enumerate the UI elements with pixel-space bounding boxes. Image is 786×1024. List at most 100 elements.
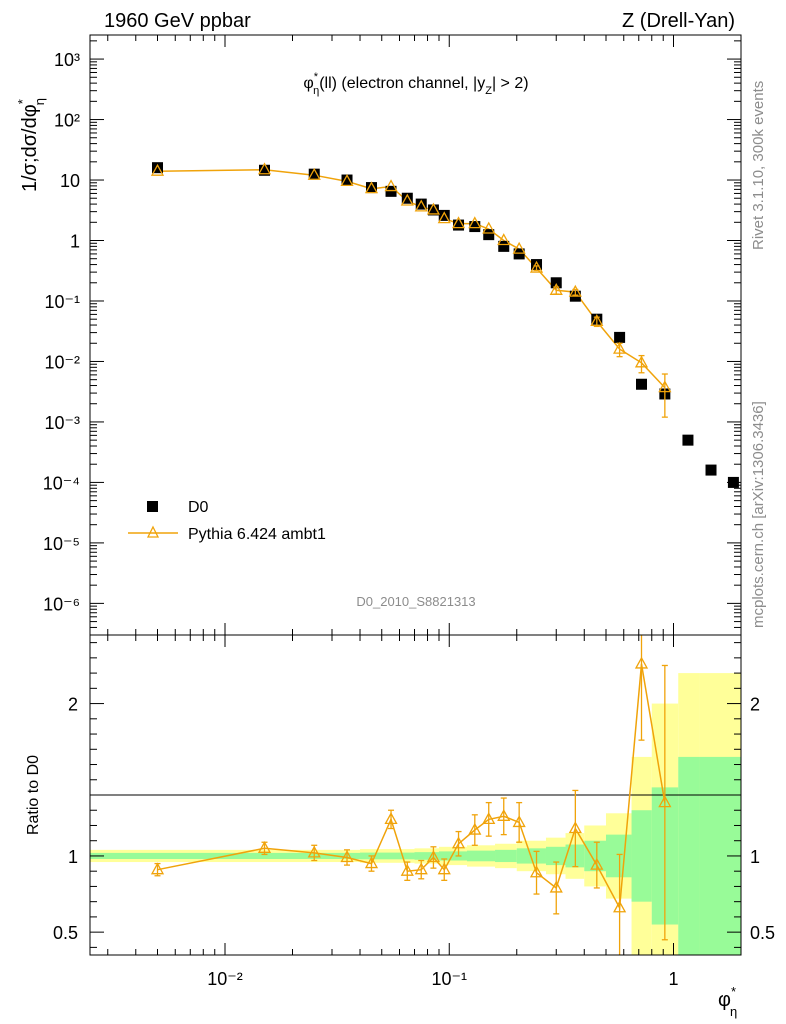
x-tick-label: 1 — [668, 969, 678, 989]
mc-point — [549, 282, 563, 295]
y-tick-label: 10² — [54, 111, 80, 131]
mc-point — [437, 211, 451, 224]
ratio-band-segment — [678, 756, 700, 955]
mcplots-label: mcplots.cern.ch [arXiv:1306.3436] — [750, 401, 767, 628]
ratio-point — [426, 850, 441, 863]
y-tick-label: 10⁻⁴ — [43, 473, 80, 493]
d0-point — [498, 240, 510, 252]
x-tick-label: 10⁻² — [207, 969, 243, 989]
ratio-point — [634, 656, 649, 669]
d0-point — [258, 164, 270, 176]
d0-point — [438, 209, 450, 221]
ratio-band-segment — [438, 851, 468, 861]
y-axis-label: 1/σ;dσ/dφ* η — [15, 98, 47, 192]
ratio-point — [414, 862, 428, 875]
analysis-id: D0_2010_S8821313 — [356, 594, 475, 609]
ratio-point — [497, 808, 511, 821]
mc-point — [150, 163, 165, 176]
ratio-band-segment — [605, 834, 632, 878]
ratio-y-tick-label-right: 2 — [750, 695, 760, 715]
mc-point — [658, 380, 672, 393]
ratio-point — [512, 815, 526, 828]
mc-point — [257, 162, 272, 175]
legend-marker-d0 — [147, 501, 158, 512]
plot-title: φ* η(ll) (electron channel, |yZ| > 2) — [303, 71, 528, 97]
ratio-point — [340, 850, 354, 863]
ratio-point — [257, 840, 272, 853]
d0-point — [483, 229, 495, 241]
ratio-y-tick-label: 0.5 — [53, 923, 78, 943]
d0-point — [341, 174, 353, 186]
x-axis-label: φ* η — [718, 984, 737, 1019]
y-tick-label: 10⁻⁵ — [43, 534, 80, 554]
ratio-point — [364, 856, 379, 869]
ratio-y-tick-label-right: 1 — [750, 847, 760, 867]
ratio-y-tick-label: 1 — [68, 847, 78, 867]
mc-point — [307, 167, 321, 180]
legend-label-mc: Pythia 6.424 ambt1 — [188, 526, 326, 543]
ratio-band-segment — [495, 849, 517, 863]
d0-point — [636, 378, 648, 390]
y-tick-label: 10⁻¹ — [44, 292, 80, 312]
ratio-point — [549, 880, 563, 893]
ratio-point — [482, 812, 496, 825]
legend-marker-mc — [146, 525, 160, 538]
ratio-point — [307, 845, 321, 858]
d0-point — [365, 182, 377, 194]
ratio-y-axis-label: Ratio to D0 — [25, 755, 42, 835]
mc-point — [482, 221, 496, 234]
ratio-point — [658, 795, 672, 808]
mc-point — [364, 181, 379, 194]
y-tick-label: 10 — [60, 171, 80, 191]
ratio-band-segment — [545, 846, 566, 866]
ratio-band-segment — [467, 850, 496, 862]
ratio-point — [568, 821, 582, 834]
ratio-band-segment — [414, 852, 439, 860]
mc-point — [512, 241, 526, 254]
y-tick-label: 1 — [70, 232, 80, 252]
ratio-point — [613, 900, 627, 913]
mc-point — [613, 341, 627, 354]
d0-point — [682, 434, 694, 446]
main-panel: 10⁻⁶ 10⁻⁵ 10⁻⁴ 10⁻³ 10⁻² 10⁻¹ 1 10 10² 10³ φ* η(ll… — [15, 34, 742, 636]
mc-point — [451, 216, 466, 229]
mc-point — [414, 199, 428, 212]
main-panel-frame — [89, 34, 742, 636]
d0-point — [550, 277, 562, 289]
d0-point — [415, 198, 427, 210]
mc-point — [634, 355, 649, 368]
ratio-panel: 10⁻² 10⁻¹ 1 0.5 0.5 1 1 2 2 Ratio to D0 — [25, 634, 775, 989]
y-tick-label: 10³ — [54, 50, 80, 70]
header-left: 1960 GeV ppbar — [104, 10, 251, 32]
legend-label-d0: D0 — [188, 499, 209, 516]
mc-point — [568, 284, 582, 297]
d0-point — [385, 185, 397, 197]
mc-point — [426, 202, 441, 215]
mc-point — [400, 193, 414, 206]
ratio-point — [400, 863, 414, 876]
ratio-point — [590, 857, 604, 870]
mc-point — [384, 179, 398, 192]
ratio-point — [384, 812, 398, 825]
d0-point — [531, 259, 543, 271]
ratio-point — [468, 822, 482, 835]
ratio-y-tick-label: 2 — [68, 695, 78, 715]
mc-point — [340, 174, 354, 187]
ratio-band-segment — [584, 840, 606, 872]
d0-point — [614, 331, 626, 343]
d0-point — [469, 221, 481, 233]
ratio-line — [157, 663, 666, 911]
d0-point — [401, 192, 413, 204]
mc-point — [529, 260, 544, 273]
legend: D0 Pythia 6.424 ambt1 — [128, 499, 326, 543]
y-tick-label: 10⁻² — [44, 352, 80, 372]
d0-point — [308, 168, 320, 180]
ratio-point — [529, 865, 544, 878]
ratio-band-segment — [360, 852, 415, 860]
mc-line — [157, 168, 666, 389]
d0-point — [427, 204, 439, 216]
ratio-point — [150, 862, 165, 875]
ratio-point — [437, 862, 451, 875]
d0-point — [513, 248, 525, 260]
x-tick-label: 10⁻¹ — [431, 969, 467, 989]
